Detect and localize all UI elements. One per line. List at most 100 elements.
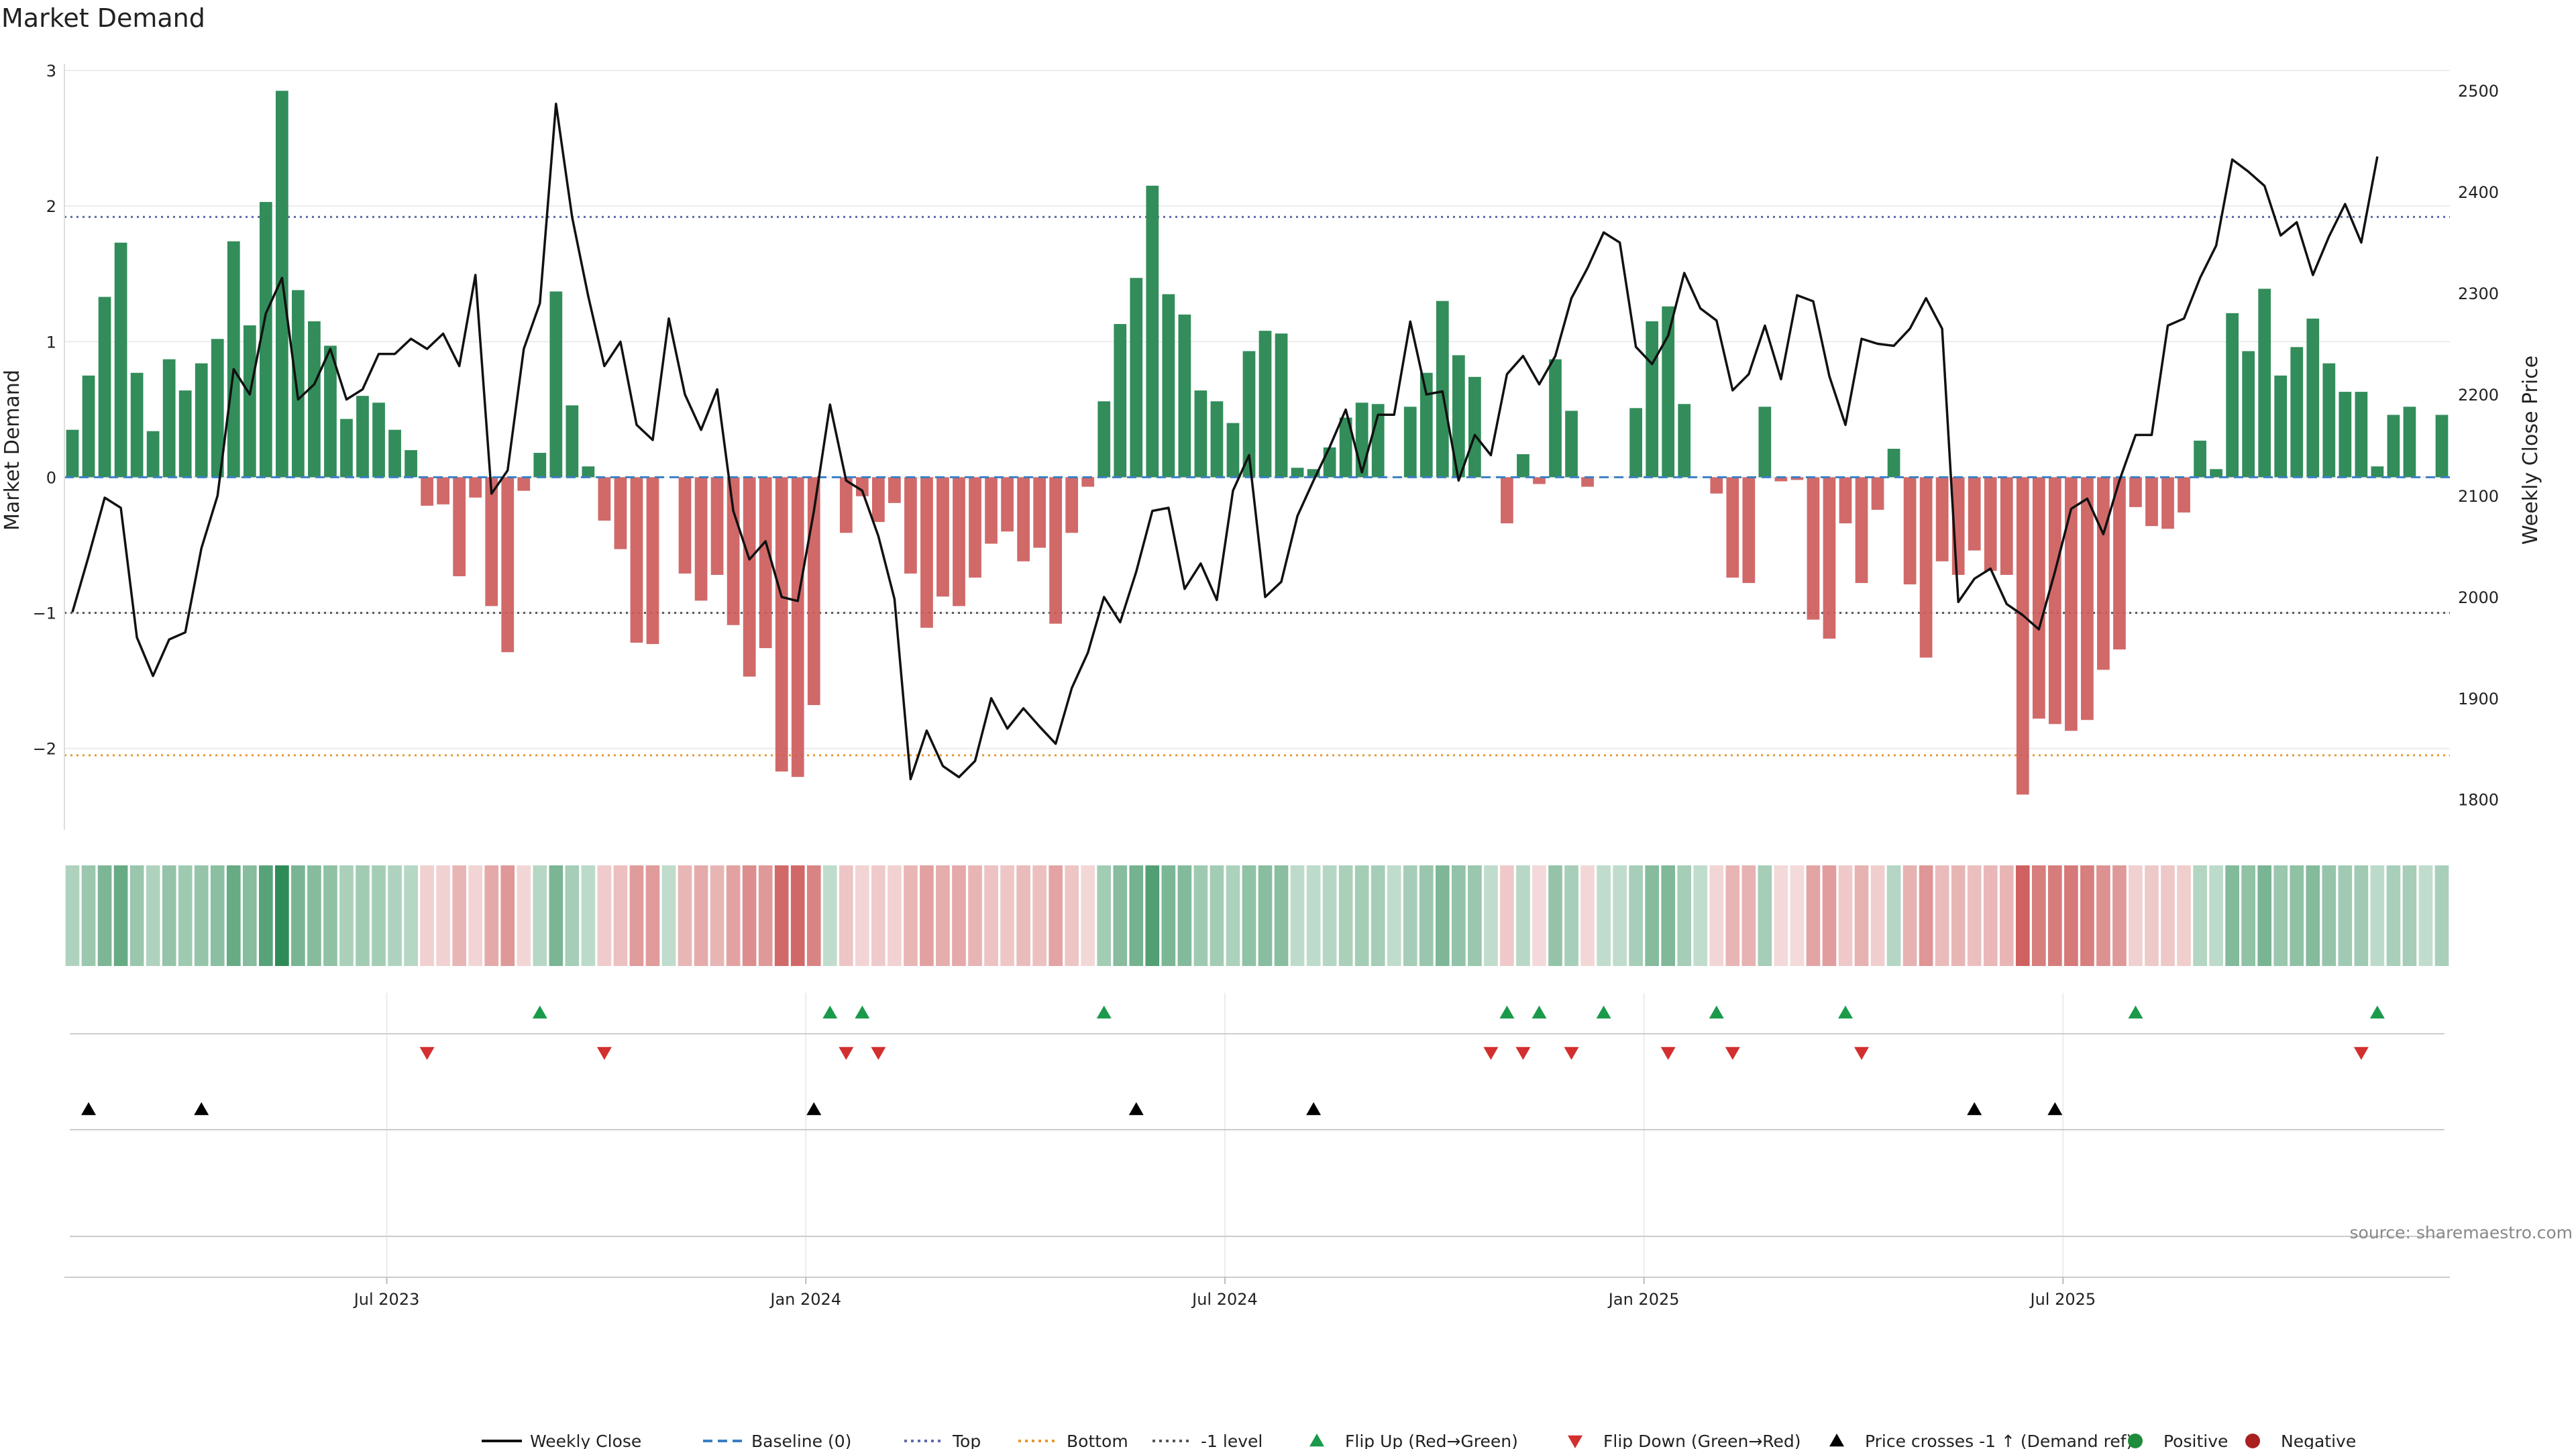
demand-bar xyxy=(195,363,208,478)
demand-bar xyxy=(1935,477,1949,561)
heat-cell xyxy=(2386,865,2401,966)
x-tick-label: Jan 2024 xyxy=(769,1290,841,1309)
heat-cell xyxy=(1484,865,1498,966)
heat-cell xyxy=(2209,865,2223,966)
heat-cell xyxy=(839,865,853,966)
demand-bar xyxy=(1823,477,1836,639)
heat-cell xyxy=(984,865,998,966)
heat-cell xyxy=(2273,865,2288,966)
heat-cell xyxy=(1725,865,1740,966)
heat-cell xyxy=(1919,865,1933,966)
demand-bar xyxy=(2290,347,2304,478)
demand-bar xyxy=(598,477,611,521)
heat-cell xyxy=(356,865,370,966)
legend-label: Positive xyxy=(2163,1432,2228,1449)
flip-down-marker xyxy=(1515,1046,1531,1060)
demand-bar xyxy=(66,429,79,478)
demand-bar xyxy=(727,477,740,625)
y2-tick-label: 1900 xyxy=(2458,690,2499,708)
demand-bar xyxy=(533,453,547,478)
heat-cell xyxy=(920,865,934,966)
demand-bar xyxy=(969,477,981,578)
demand-bar xyxy=(2403,407,2416,478)
demand-bar xyxy=(710,477,724,575)
heat-cell xyxy=(339,865,354,966)
demand-bar xyxy=(324,345,337,478)
heat-cell xyxy=(533,865,547,966)
heat-cell xyxy=(1032,865,1046,966)
heat-cell xyxy=(1274,865,1289,966)
heat-cell xyxy=(1564,865,1578,966)
weekly-close-series xyxy=(71,103,2379,781)
heat-cell xyxy=(484,865,499,966)
demand-bar xyxy=(2274,375,2288,478)
legend-swatch xyxy=(1309,1434,1324,1447)
y2-tick-label: 2300 xyxy=(2458,284,2499,303)
heat-cell xyxy=(2096,865,2110,966)
heat-cell xyxy=(613,865,628,966)
demand-bar xyxy=(2387,415,2400,478)
legend-item-baseline: Baseline (0) xyxy=(703,1432,851,1449)
demand-bar xyxy=(2306,318,2320,478)
heat-cell xyxy=(549,865,564,966)
heat-cell xyxy=(242,865,257,966)
heat-cell xyxy=(1693,865,1708,966)
flip-up-marker xyxy=(2128,1006,2143,1019)
heat-cell xyxy=(1371,865,1385,966)
cross-marker xyxy=(1306,1102,1322,1116)
demand-bar xyxy=(1162,294,1175,478)
demand-bar xyxy=(227,241,240,478)
legend-swatch xyxy=(1829,1434,1844,1447)
heat-cell xyxy=(1758,865,1772,966)
heat-cell xyxy=(194,865,209,966)
heat-cell xyxy=(226,865,241,966)
demand-bar xyxy=(2000,477,2013,575)
heat-cell xyxy=(420,865,434,966)
y-axis-left: 3 2 1 0 −1 −2 xyxy=(33,62,65,830)
demand-bar xyxy=(1646,321,1659,478)
demand-bar xyxy=(1114,324,1127,478)
demand-bar xyxy=(2258,288,2271,478)
demand-bar xyxy=(1178,314,1191,478)
heat-cell xyxy=(2402,865,2417,966)
heat-cell xyxy=(2015,865,2030,966)
heat-cell xyxy=(2306,865,2320,966)
demand-bar xyxy=(694,477,708,601)
legend-swatch xyxy=(2245,1434,2260,1448)
flip-up-marker xyxy=(1499,1006,1515,1019)
y-tick-label: 2 xyxy=(46,197,56,216)
heat-cell xyxy=(1854,865,1869,966)
legend-label: Price crosses -1 ↑ (Demand ref) xyxy=(1865,1432,2133,1449)
flip-up-marker xyxy=(1532,1006,1547,1019)
heat-cell xyxy=(710,865,724,966)
source-label: source: sharemaestro.com xyxy=(2350,1223,2573,1242)
legend-item-flip_down: Flip Down (Green→Red) xyxy=(1568,1432,1801,1449)
heat-cell xyxy=(1774,865,1788,966)
demand-bar xyxy=(1291,468,1304,478)
demand-bar xyxy=(421,477,433,506)
demand-bar xyxy=(388,429,401,478)
demand-bar xyxy=(1903,477,1917,585)
demand-bar xyxy=(904,477,917,574)
demand-bar xyxy=(1887,448,1900,478)
demand-bar xyxy=(888,477,901,503)
heat-cell xyxy=(307,865,321,966)
heat-cell xyxy=(581,865,596,966)
legend-item-flip_up: Flip Up (Red→Green) xyxy=(1309,1432,1518,1449)
demand-bar xyxy=(1452,355,1465,478)
demand-bar xyxy=(1726,477,1739,578)
heat-cell xyxy=(1081,865,1095,966)
demand-bar xyxy=(1146,185,1159,478)
heat-cell xyxy=(1790,865,1805,966)
demand-bar xyxy=(2210,469,2222,478)
heat-cell xyxy=(1145,865,1160,966)
flip-down-marker xyxy=(2353,1046,2369,1060)
heat-cell xyxy=(1000,865,1014,966)
demand-bar xyxy=(469,477,482,498)
heat-cell xyxy=(694,865,708,966)
demand-bar xyxy=(1081,477,1095,487)
demand-bar xyxy=(2113,477,2126,650)
heat-cell xyxy=(129,865,144,966)
heat-cell xyxy=(2370,865,2385,966)
demand-bar xyxy=(1419,372,1433,478)
